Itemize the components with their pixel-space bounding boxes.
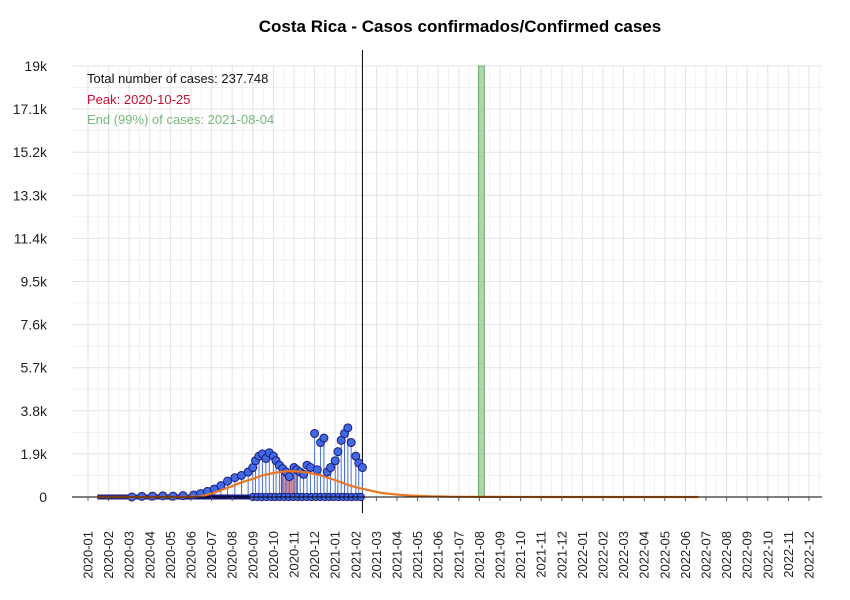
x-tick-label: 2021-06 xyxy=(431,531,446,579)
x-tick-label: 2021-04 xyxy=(390,531,405,579)
y-tick-label: 13.3k xyxy=(13,187,48,203)
x-tick-label: 2022-01 xyxy=(575,531,590,579)
x-tick-label: 2020-08 xyxy=(225,531,240,579)
x-tick-label: 2022-12 xyxy=(802,531,817,579)
x-tick-labels: 2020-01 2020-02 2020-03 2020-04 2020-05 2020-… xyxy=(81,497,817,579)
y-tick-label: 1.9k xyxy=(21,446,48,462)
x-tick-label: 2021-11 xyxy=(534,531,549,578)
observed-point xyxy=(284,472,294,482)
x-tick-label: 2020-02 xyxy=(101,531,116,579)
observed-point xyxy=(319,433,329,443)
x-tick-label: 2021-10 xyxy=(513,531,528,579)
annotation-peak: Peak: 2020-10-25 xyxy=(87,92,190,107)
x-tick-label: 2022-02 xyxy=(596,531,611,579)
y-tick-label: 5.7k xyxy=(21,360,48,376)
observed-point xyxy=(333,447,343,457)
x-tick-label: 2022-05 xyxy=(657,531,672,579)
y-tick-label: 7.6k xyxy=(21,317,48,333)
x-tick-label: 2021-01 xyxy=(328,531,343,579)
x-tick-label: 2020-09 xyxy=(245,531,260,579)
x-tick-label: 2021-03 xyxy=(369,531,384,579)
x-tick-label: 2020-11 xyxy=(287,531,302,578)
observed-point xyxy=(312,465,322,475)
x-tick-label: 2021-08 xyxy=(472,531,487,579)
observed-point xyxy=(310,428,320,438)
observed-point xyxy=(330,456,340,466)
x-tick-label: 2021-05 xyxy=(410,531,425,579)
y-tick-label: 15.2k xyxy=(13,144,48,160)
x-tick-label: 2021-12 xyxy=(554,531,569,579)
x-tick-label: 2020-12 xyxy=(307,531,322,579)
observed-point xyxy=(357,463,367,473)
annotation-total: Total number of cases: 237.748 xyxy=(87,71,268,86)
x-tick-label: 2020-04 xyxy=(142,531,157,579)
series xyxy=(97,423,699,502)
x-tick-label: 2022-03 xyxy=(616,531,631,579)
y-tick-label: 17.1k xyxy=(13,101,48,117)
y-tick-label: 19k xyxy=(24,58,48,74)
y-tick-label: 0 xyxy=(39,489,47,505)
x-tick-label: 2022-04 xyxy=(637,531,652,579)
y-tick-label: 9.5k xyxy=(21,274,48,290)
x-tick-label: 2020-06 xyxy=(184,531,199,579)
x-tick-label: 2022-11 xyxy=(781,531,796,578)
y-tick-label: 3.8k xyxy=(21,403,48,419)
x-tick-label: 2020-05 xyxy=(163,531,178,579)
x-tick-label: 2022-07 xyxy=(699,531,714,579)
observed-point xyxy=(346,438,356,448)
observed-point xyxy=(223,476,233,486)
y-tick-label: 11.4k xyxy=(14,230,48,246)
x-tick-label: 2020-01 xyxy=(81,531,96,579)
end-marker-band xyxy=(477,65,485,498)
x-tick-label: 2022-10 xyxy=(760,531,775,579)
observed-point xyxy=(343,423,353,433)
x-tick-label: 2022-08 xyxy=(719,531,734,579)
y-tick-labels: 0 1.9k 3.8k 5.7k 7.6k 9.5k 11.4k 13.3k 15.2k 17.1… xyxy=(13,58,48,505)
x-tick-label: 2020-07 xyxy=(204,531,219,579)
observed-point xyxy=(326,463,336,473)
x-tick-label: 2021-02 xyxy=(348,531,363,579)
x-tick-label: 2022-09 xyxy=(740,531,755,579)
annotation-end: End (99%) of cases: 2021-08-04 xyxy=(87,112,274,127)
x-tick-label: 2021-09 xyxy=(493,531,508,579)
x-tick-label: 2020-10 xyxy=(266,531,281,579)
observed-point xyxy=(158,491,168,501)
observed-point xyxy=(178,491,188,501)
x-tick-label: 2022-06 xyxy=(678,531,693,579)
chart-title: Costa Rica - Casos confirmados/Confirmed… xyxy=(259,17,661,36)
x-tick-label: 2020-03 xyxy=(122,531,137,579)
grid xyxy=(72,65,822,498)
x-tick-label: 2021-07 xyxy=(451,531,466,579)
